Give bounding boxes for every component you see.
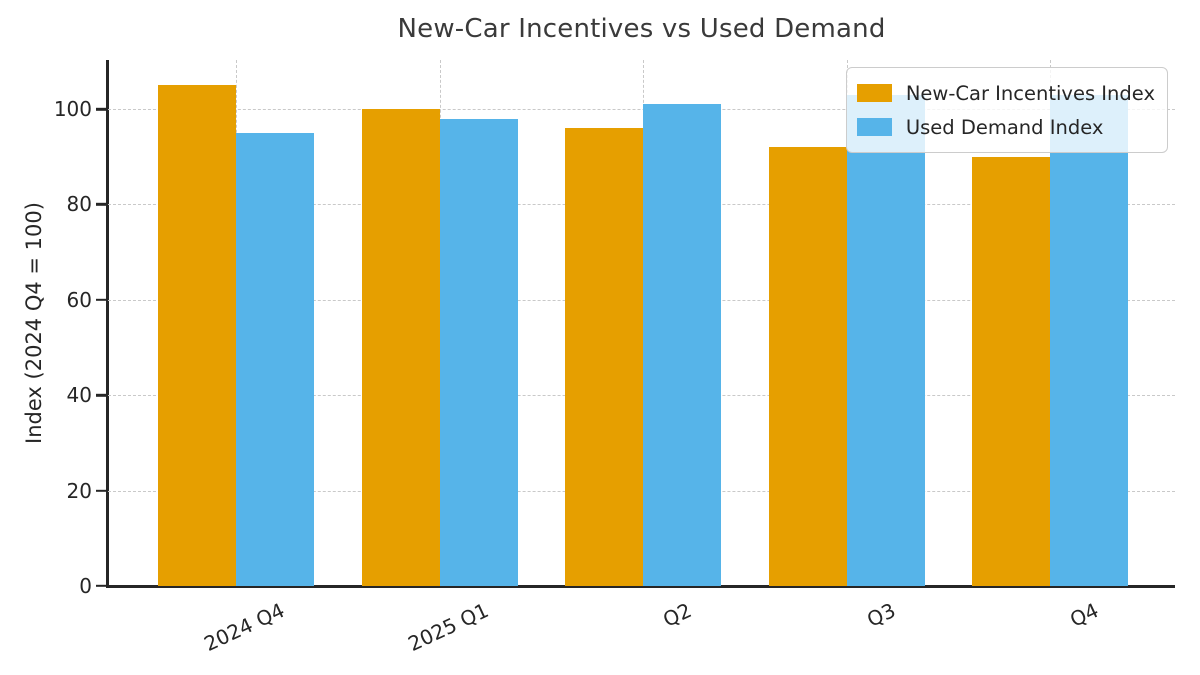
incentives-bar-2 <box>361 109 440 586</box>
used-demand-bar-1 <box>236 132 314 586</box>
legend-swatch-icon <box>856 84 892 102</box>
plot-area: 0 20 40 60 80 100 2024 Q4 2025 Q1 Q2 Q3 Q4 New-Car … <box>54 60 1175 656</box>
y-axis-label: Index (2024 Q4 = 100) <box>22 202 46 444</box>
y-tick-label-80: 80 <box>66 192 92 217</box>
used-demand-bar-2 <box>439 118 518 586</box>
y-axis-spine <box>106 60 109 588</box>
incentives-bar-4 <box>768 147 847 586</box>
legend-entry-1: New-Car Incentives Index <box>856 76 1155 110</box>
x-tick-label-3: Q2 <box>659 598 696 632</box>
y-tick-100 <box>96 107 108 111</box>
legend: New-Car Incentives Index Used Demand Inde… <box>845 67 1168 153</box>
incentives-bar-3 <box>565 128 643 586</box>
x-tick-label-1: 2024 Q4 <box>200 598 289 656</box>
y-tick-20 <box>96 489 108 492</box>
used-demand-bar-3 <box>643 104 721 586</box>
y-tick-label-20: 20 <box>66 478 92 503</box>
incentives-bar-5 <box>972 156 1050 586</box>
x-tick-label-4: Q3 <box>862 598 899 632</box>
y-tick-60 <box>96 298 108 302</box>
legend-swatch-icon <box>856 118 892 136</box>
y-tick-label-40: 40 <box>66 383 92 408</box>
y-tick-0 <box>96 584 108 588</box>
x-tick-label-2: 2025 Q1 <box>403 598 492 656</box>
x-axis-spine <box>106 585 1175 588</box>
legend-label: Used Demand Index <box>905 115 1104 139</box>
legend-entry-2: Used Demand Index <box>856 110 1155 144</box>
x-tick-label-5: Q4 <box>1066 598 1103 632</box>
y-tick-label-60: 60 <box>66 287 92 312</box>
chart-title: New-Car Incentives vs Used Demand <box>397 14 886 44</box>
y-tick-label-0: 0 <box>79 574 92 598</box>
legend-label: New-Car Incentives Index <box>905 81 1155 105</box>
used-demand-bar-4 <box>846 94 925 586</box>
y-tick-label-100: 100 <box>53 97 92 122</box>
y-tick-40 <box>96 394 108 397</box>
incentives-bar-1 <box>158 85 236 586</box>
used-demand-bar-5 <box>1050 94 1128 586</box>
y-tick-80 <box>96 203 108 206</box>
h-gridline-100 <box>108 109 1175 111</box>
